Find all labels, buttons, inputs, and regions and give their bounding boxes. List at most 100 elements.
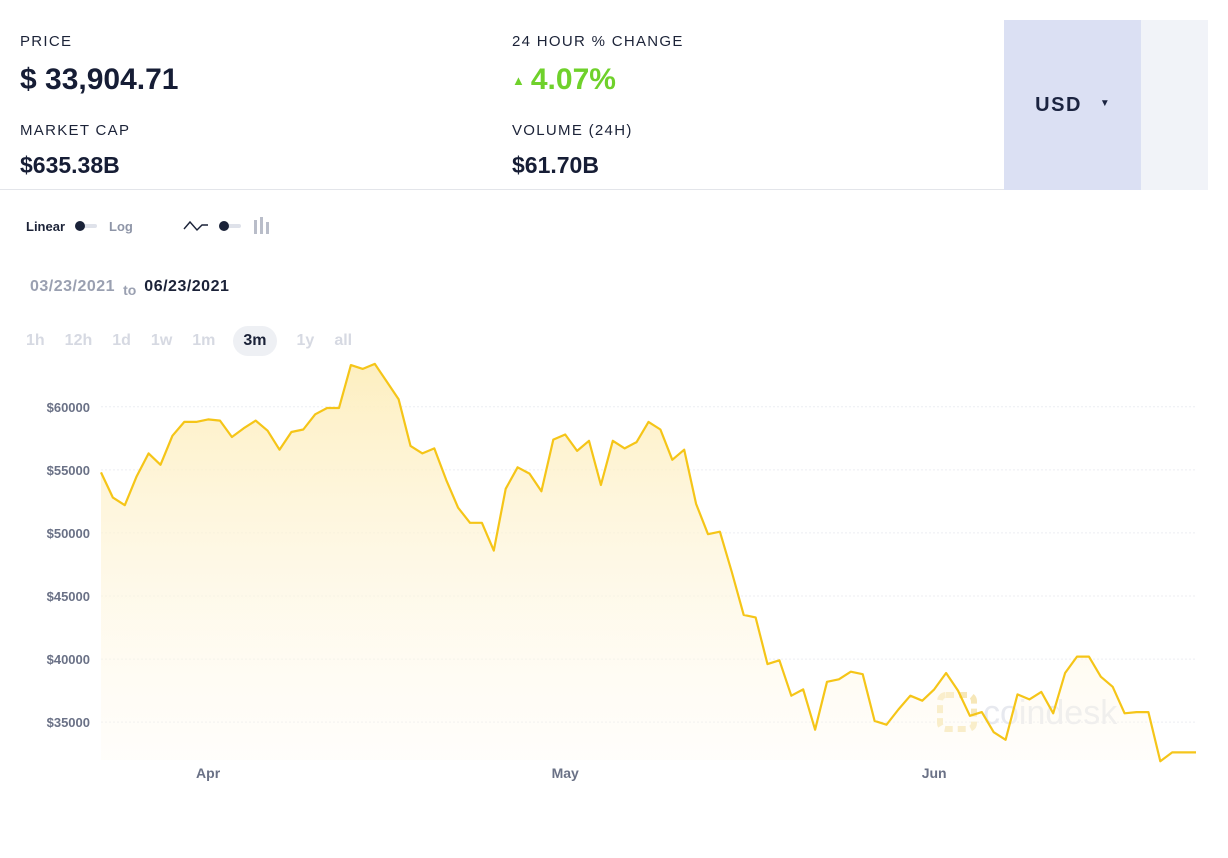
y-tick-label: $35000 (47, 715, 90, 730)
data-point (813, 728, 817, 732)
data-point (944, 671, 948, 675)
x-tick-label: May (552, 765, 579, 781)
data-point (766, 662, 770, 666)
range-12h[interactable]: 12h (64, 332, 93, 349)
range-all[interactable]: all (334, 332, 353, 349)
data-point (635, 440, 639, 444)
data-point (599, 483, 603, 487)
range-selector: 1h 12h 1d 1w 1m 3m 1y all (26, 326, 372, 356)
data-point (301, 428, 305, 432)
data-point (325, 406, 329, 410)
range-1y[interactable]: 1y (296, 332, 315, 349)
data-point (1075, 655, 1079, 659)
volume-label: VOLUME (24H) (512, 122, 633, 139)
data-point (861, 672, 865, 676)
range-1w[interactable]: 1w (150, 332, 173, 349)
data-point (885, 723, 889, 727)
data-point (539, 489, 543, 493)
data-point (873, 719, 877, 723)
data-point (313, 412, 317, 416)
data-point (385, 380, 389, 384)
data-point (123, 503, 127, 507)
y-tick-label: $55000 (47, 463, 90, 478)
y-tick-label: $60000 (47, 400, 90, 415)
data-point (789, 694, 793, 698)
data-point (587, 439, 591, 443)
data-point (111, 496, 115, 500)
date-to-word: to (123, 282, 137, 298)
change-value: 4.07% (530, 63, 616, 96)
data-point (1039, 690, 1043, 694)
data-point (1158, 759, 1162, 763)
data-point (706, 532, 710, 536)
data-point (754, 615, 758, 619)
data-point (1123, 711, 1127, 715)
data-point (254, 419, 258, 423)
data-point (349, 363, 353, 367)
data-point (980, 710, 984, 714)
stats-panel: PRICE $ 33,904.71 24 HOUR % CHANGE ▲ 4.0… (0, 0, 1208, 190)
volume-value: $61.70B (512, 152, 599, 178)
date-range: 03/23/2021 to 06/23/2021 (30, 278, 230, 298)
data-point (289, 430, 293, 434)
price-chart: coindesk $35000$40000$45000$50000$55000$… (47, 362, 1198, 781)
scale-log-label[interactable]: Log (109, 218, 133, 234)
data-point (1111, 685, 1115, 689)
data-point (563, 433, 567, 437)
change-label: 24 HOUR % CHANGE (512, 33, 684, 50)
data-point (801, 687, 805, 691)
triangle-up-icon: ▲ (512, 72, 525, 88)
range-1d[interactable]: 1d (112, 332, 131, 349)
data-point (742, 613, 746, 617)
data-point (147, 451, 151, 455)
price-line (100, 362, 1196, 763)
marketcap-label: MARKET CAP (20, 122, 131, 139)
price-value: $ 33,904.71 (20, 63, 179, 96)
data-point (730, 570, 734, 574)
data-point (409, 444, 413, 448)
data-point (837, 677, 841, 681)
data-point (670, 458, 674, 462)
range-1h[interactable]: 1h (26, 332, 45, 349)
x-tick-label: Jun (922, 765, 947, 781)
price-area (101, 363, 1196, 762)
y-tick-label: $40000 (47, 652, 90, 667)
currency-side-panel (1141, 20, 1208, 190)
data-point (1051, 711, 1055, 715)
scale-toggle[interactable] (75, 221, 98, 231)
data-point (242, 426, 246, 430)
data-point (1016, 692, 1020, 696)
data-point (968, 714, 972, 718)
data-point (777, 658, 781, 662)
data-point (1194, 750, 1198, 754)
data-point (492, 549, 496, 553)
data-point (230, 435, 234, 439)
data-point (623, 446, 627, 450)
change-value-wrap: ▲ 4.07% (512, 63, 616, 97)
data-point (611, 439, 615, 443)
data-point (206, 417, 210, 421)
line-chart-icon[interactable] (183, 219, 209, 233)
scale-linear-label[interactable]: Linear (26, 218, 66, 234)
data-point (1146, 710, 1150, 714)
data-point (516, 465, 520, 469)
data-point (956, 689, 960, 693)
bar-chart-icon[interactable] (253, 217, 271, 235)
data-point (908, 694, 912, 698)
data-point (647, 420, 651, 424)
chart-style-toggle[interactable] (218, 221, 241, 231)
data-point (1063, 671, 1067, 675)
currency-select[interactable]: USD ▼ (1004, 20, 1141, 190)
date-to[interactable]: 06/23/2021 (144, 278, 230, 295)
data-point (361, 367, 365, 371)
data-point (456, 506, 460, 510)
range-1m[interactable]: 1m (192, 332, 216, 349)
data-point (825, 680, 829, 684)
data-point (992, 730, 996, 734)
data-point (1170, 750, 1174, 754)
range-3m[interactable]: 3m (233, 326, 277, 356)
data-point (849, 670, 853, 674)
date-from[interactable]: 03/23/2021 (30, 278, 116, 295)
data-point (682, 448, 686, 452)
data-point (1099, 675, 1103, 679)
